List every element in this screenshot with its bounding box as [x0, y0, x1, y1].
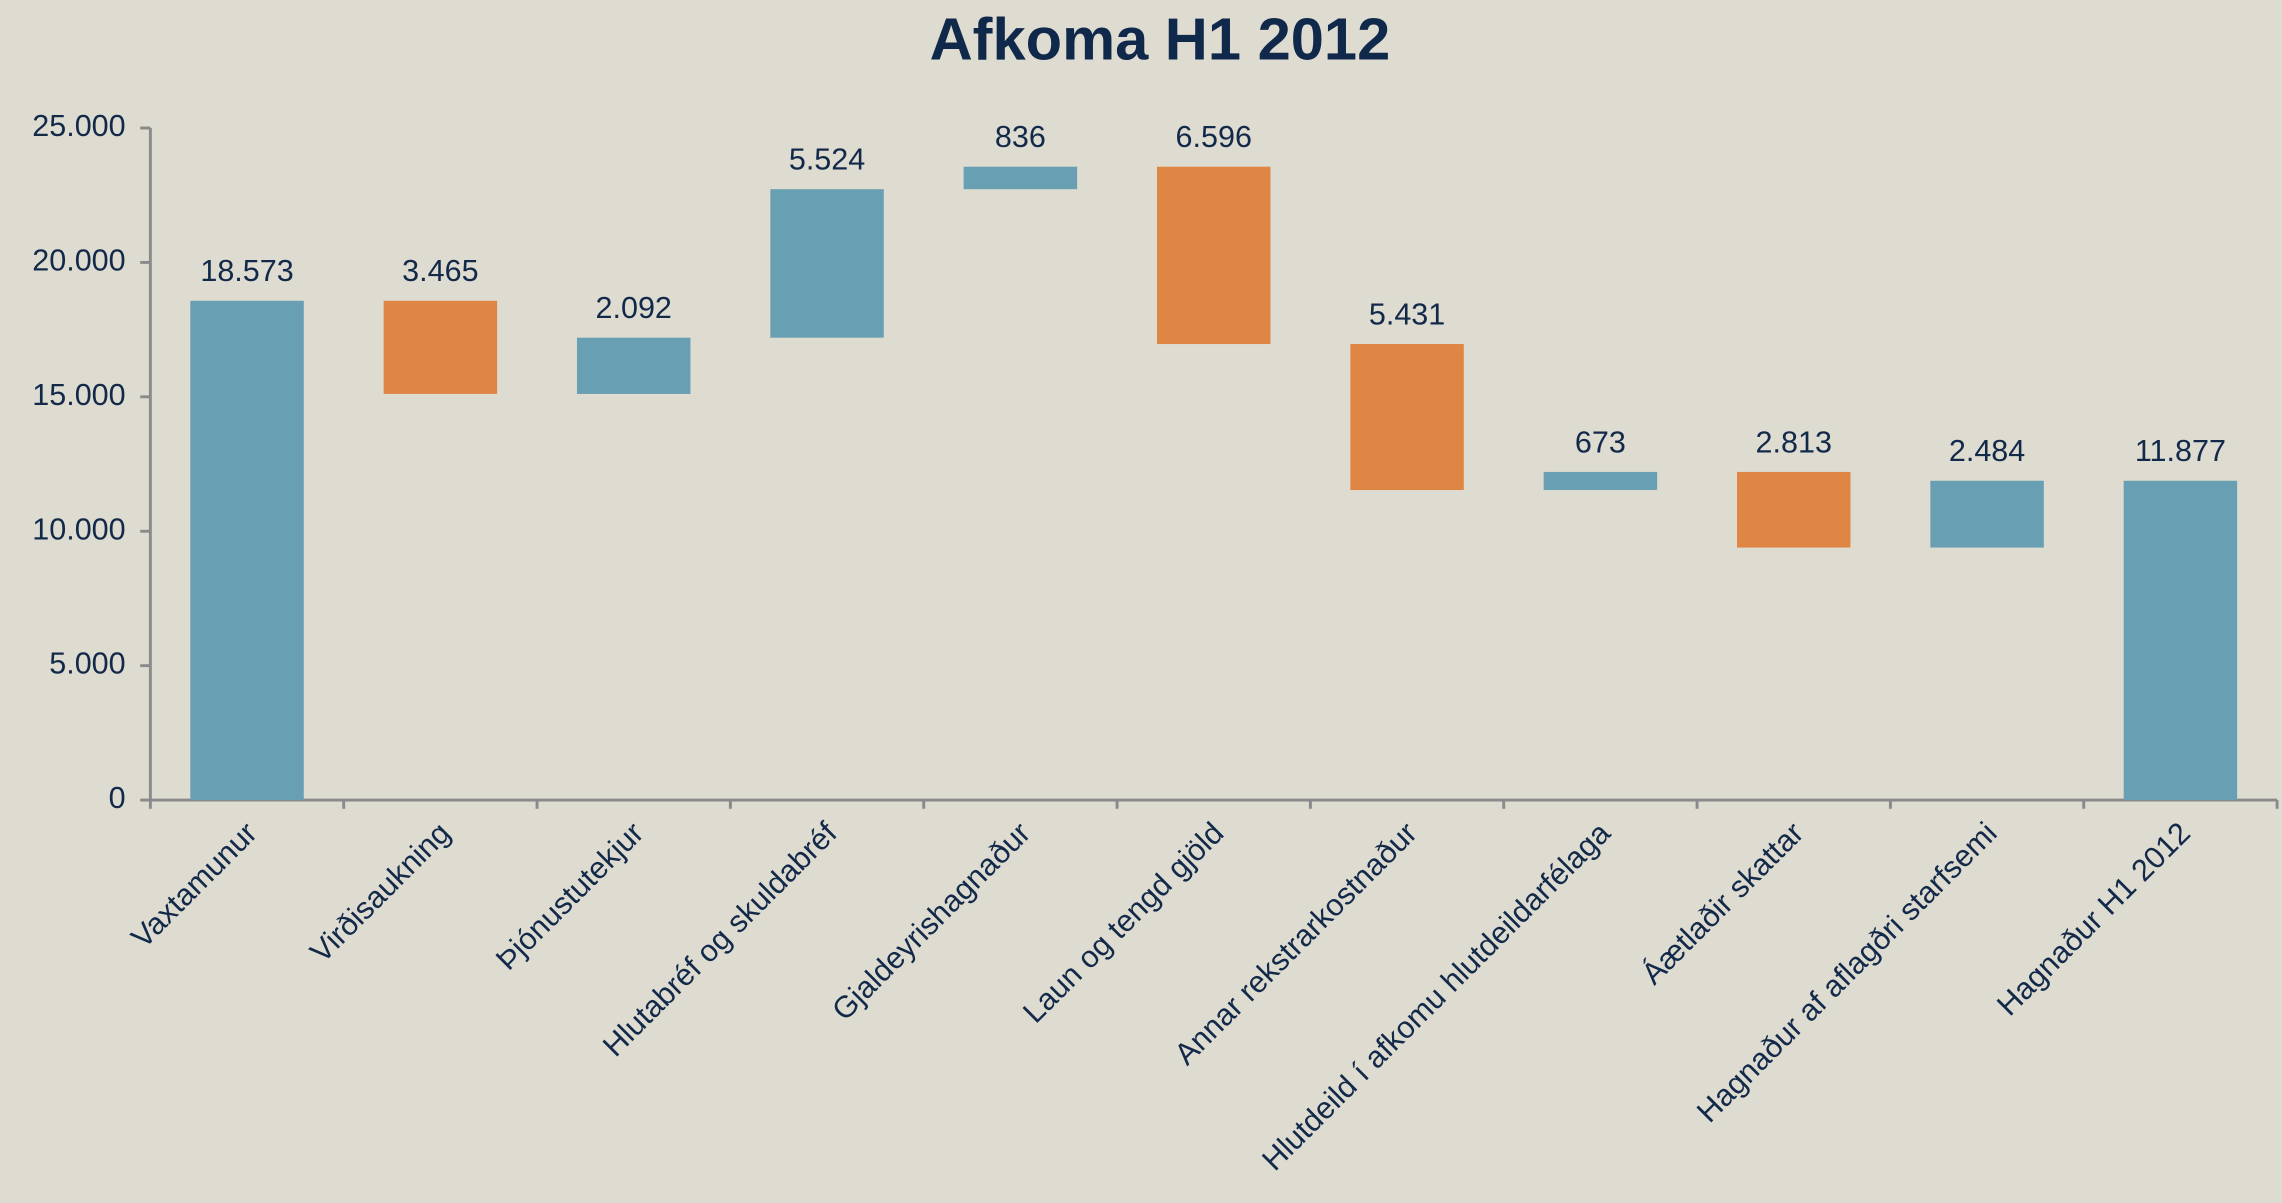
y-tick-label: 0 [109, 781, 126, 815]
bar [576, 337, 691, 394]
bar [1157, 166, 1271, 345]
bar [963, 166, 1078, 190]
chart-title: Afkoma H1 2012 [930, 5, 1391, 72]
bar [1930, 480, 2044, 548]
y-tick-label: 5.000 [49, 647, 125, 681]
value-label: 11.877 [2135, 434, 2226, 468]
value-label: 2.484 [1949, 434, 2025, 468]
value-label: 2.813 [1756, 425, 1832, 459]
y-tick-label: 15.000 [32, 378, 125, 412]
value-label: 5.431 [1369, 297, 1445, 331]
y-tick-label: 20.000 [32, 243, 125, 277]
value-label: 6.596 [1176, 120, 1252, 154]
bar [1543, 471, 1658, 491]
bar [383, 300, 498, 394]
value-label: 673 [1575, 425, 1626, 459]
y-tick-label: 10.000 [32, 512, 125, 546]
y-tick-label: 25.000 [32, 109, 125, 143]
value-label: 836 [995, 120, 1046, 154]
value-label: 5.524 [789, 143, 865, 177]
bar [190, 300, 304, 801]
value-label: 2.092 [596, 291, 672, 325]
bar [770, 189, 884, 338]
bar [1350, 344, 1464, 491]
value-label: 18.573 [200, 254, 293, 288]
bar [1737, 471, 1851, 548]
value-label: 3.465 [402, 254, 478, 288]
bar [2123, 480, 2238, 801]
